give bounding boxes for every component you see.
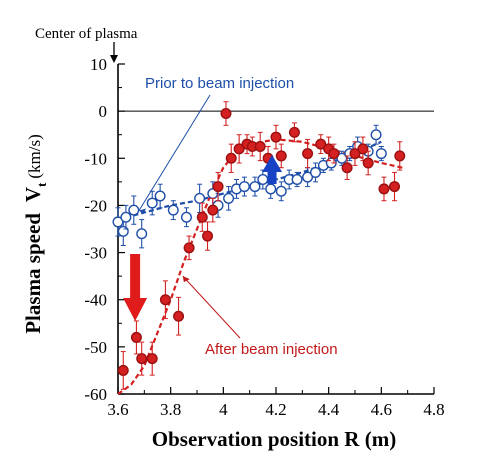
after-data-point bbox=[394, 150, 406, 162]
y-axis-title-main: Plasma speed bbox=[21, 213, 45, 334]
y-tick-label: -40 bbox=[84, 291, 107, 310]
y-tick-label: 10 bbox=[90, 55, 107, 74]
data-points-layer bbox=[112, 101, 406, 390]
prior-data-point bbox=[302, 171, 314, 183]
after-data-point bbox=[288, 126, 300, 138]
prior-data-point bbox=[375, 148, 387, 160]
y-tick-label: -10 bbox=[84, 149, 107, 168]
x-tick-label: 4.2 bbox=[265, 400, 286, 419]
prior-data-point bbox=[249, 181, 261, 193]
after-data-point bbox=[196, 211, 208, 223]
after-data-point bbox=[159, 294, 171, 306]
after-pointer-head-icon bbox=[182, 276, 190, 283]
prior-data-point bbox=[238, 181, 250, 193]
prior-data-point bbox=[180, 211, 192, 223]
after-data-point bbox=[130, 331, 142, 343]
after-data-point bbox=[315, 138, 327, 150]
prior-data-point bbox=[117, 225, 129, 237]
after-data-point bbox=[328, 148, 340, 160]
y-tick-label: -50 bbox=[84, 338, 107, 357]
prior-data-point bbox=[370, 129, 382, 141]
x-tick-label: 3.8 bbox=[160, 400, 181, 419]
y-axis-title: Plasma speed Vt (km/s) bbox=[21, 134, 49, 334]
after-pointer-line bbox=[182, 275, 241, 339]
after-data-point bbox=[270, 131, 282, 143]
x-tick-label: 3.6 bbox=[107, 400, 128, 419]
prior-pointer-head-icon bbox=[139, 208, 147, 215]
prior-data-point bbox=[128, 204, 140, 216]
after-data-point bbox=[254, 140, 266, 152]
prior-data-point bbox=[265, 183, 277, 195]
red-down-arrow-icon bbox=[123, 298, 148, 321]
svg-text:Plasma speed Vt(km/s): Plasma speed Vt (km/s) bbox=[21, 134, 49, 334]
after-data-point bbox=[202, 230, 214, 242]
prior-data-point bbox=[146, 197, 158, 209]
blue-up-arrow-icon bbox=[262, 155, 283, 172]
after-data-point bbox=[225, 152, 237, 164]
prior-data-point bbox=[154, 190, 166, 202]
prior-data-point bbox=[275, 185, 287, 197]
red-arrow-shaft bbox=[130, 254, 141, 300]
after-data-point bbox=[136, 353, 148, 365]
blue-arrow-shaft bbox=[267, 171, 277, 184]
after-data-point bbox=[173, 310, 185, 322]
prior-data-point bbox=[257, 173, 269, 185]
after-data-point bbox=[146, 353, 158, 365]
after-data-point bbox=[378, 183, 390, 195]
after-data-point bbox=[207, 204, 219, 216]
prior-data-point bbox=[167, 204, 179, 216]
prior-data-point bbox=[223, 192, 235, 204]
y-tick-label: -60 bbox=[84, 385, 107, 404]
y-axis-subscript: t bbox=[34, 182, 49, 187]
after-data-point bbox=[357, 143, 369, 155]
after-data-point bbox=[233, 143, 245, 155]
after-data-point bbox=[389, 181, 401, 193]
y-tick-label: 0 bbox=[99, 102, 108, 121]
after-data-point bbox=[341, 162, 353, 174]
annotation-prior: Prior to beam injection bbox=[145, 75, 294, 92]
annotation-after: After beam injection bbox=[205, 341, 338, 358]
chart-frame-layer: 3.6 3.8 4 4.2 4.4 4.6 4.8 10 0 -10 -20 -30 -40 -50 -60 bbox=[84, 55, 444, 419]
x-axis-title: Observation position R (m) bbox=[152, 427, 396, 451]
after-data-point bbox=[183, 242, 195, 254]
prior-data-point bbox=[194, 192, 206, 204]
after-data-point bbox=[275, 150, 287, 162]
after-data-point bbox=[362, 157, 374, 169]
after-data-point bbox=[212, 181, 224, 193]
prior-data-point bbox=[120, 211, 132, 223]
y-axis-unit: (km/s) bbox=[25, 134, 44, 178]
x-tick-label: 4.6 bbox=[371, 400, 392, 419]
top-note: Center of plasma bbox=[35, 26, 138, 42]
prior-data-point bbox=[310, 166, 322, 178]
prior-pointer-line bbox=[138, 94, 211, 211]
prior-data-point bbox=[291, 173, 303, 185]
prior-data-point bbox=[136, 228, 148, 240]
after-data-point bbox=[220, 107, 232, 119]
y-axis-symbol: V bbox=[21, 187, 45, 202]
x-tick-label: 4.8 bbox=[423, 400, 444, 419]
after-data-point bbox=[117, 364, 129, 376]
x-tick-label: 4 bbox=[219, 400, 228, 419]
annotations-layer: Center of plasma Prior to beam injection… bbox=[21, 26, 396, 451]
y-tick-label: -30 bbox=[84, 244, 107, 263]
after-data-point bbox=[302, 148, 314, 160]
after-data-point bbox=[349, 148, 361, 160]
x-tick-label: 4.4 bbox=[318, 400, 340, 419]
y-tick-label: -20 bbox=[84, 196, 107, 215]
center-arrow-head-icon bbox=[110, 55, 118, 63]
